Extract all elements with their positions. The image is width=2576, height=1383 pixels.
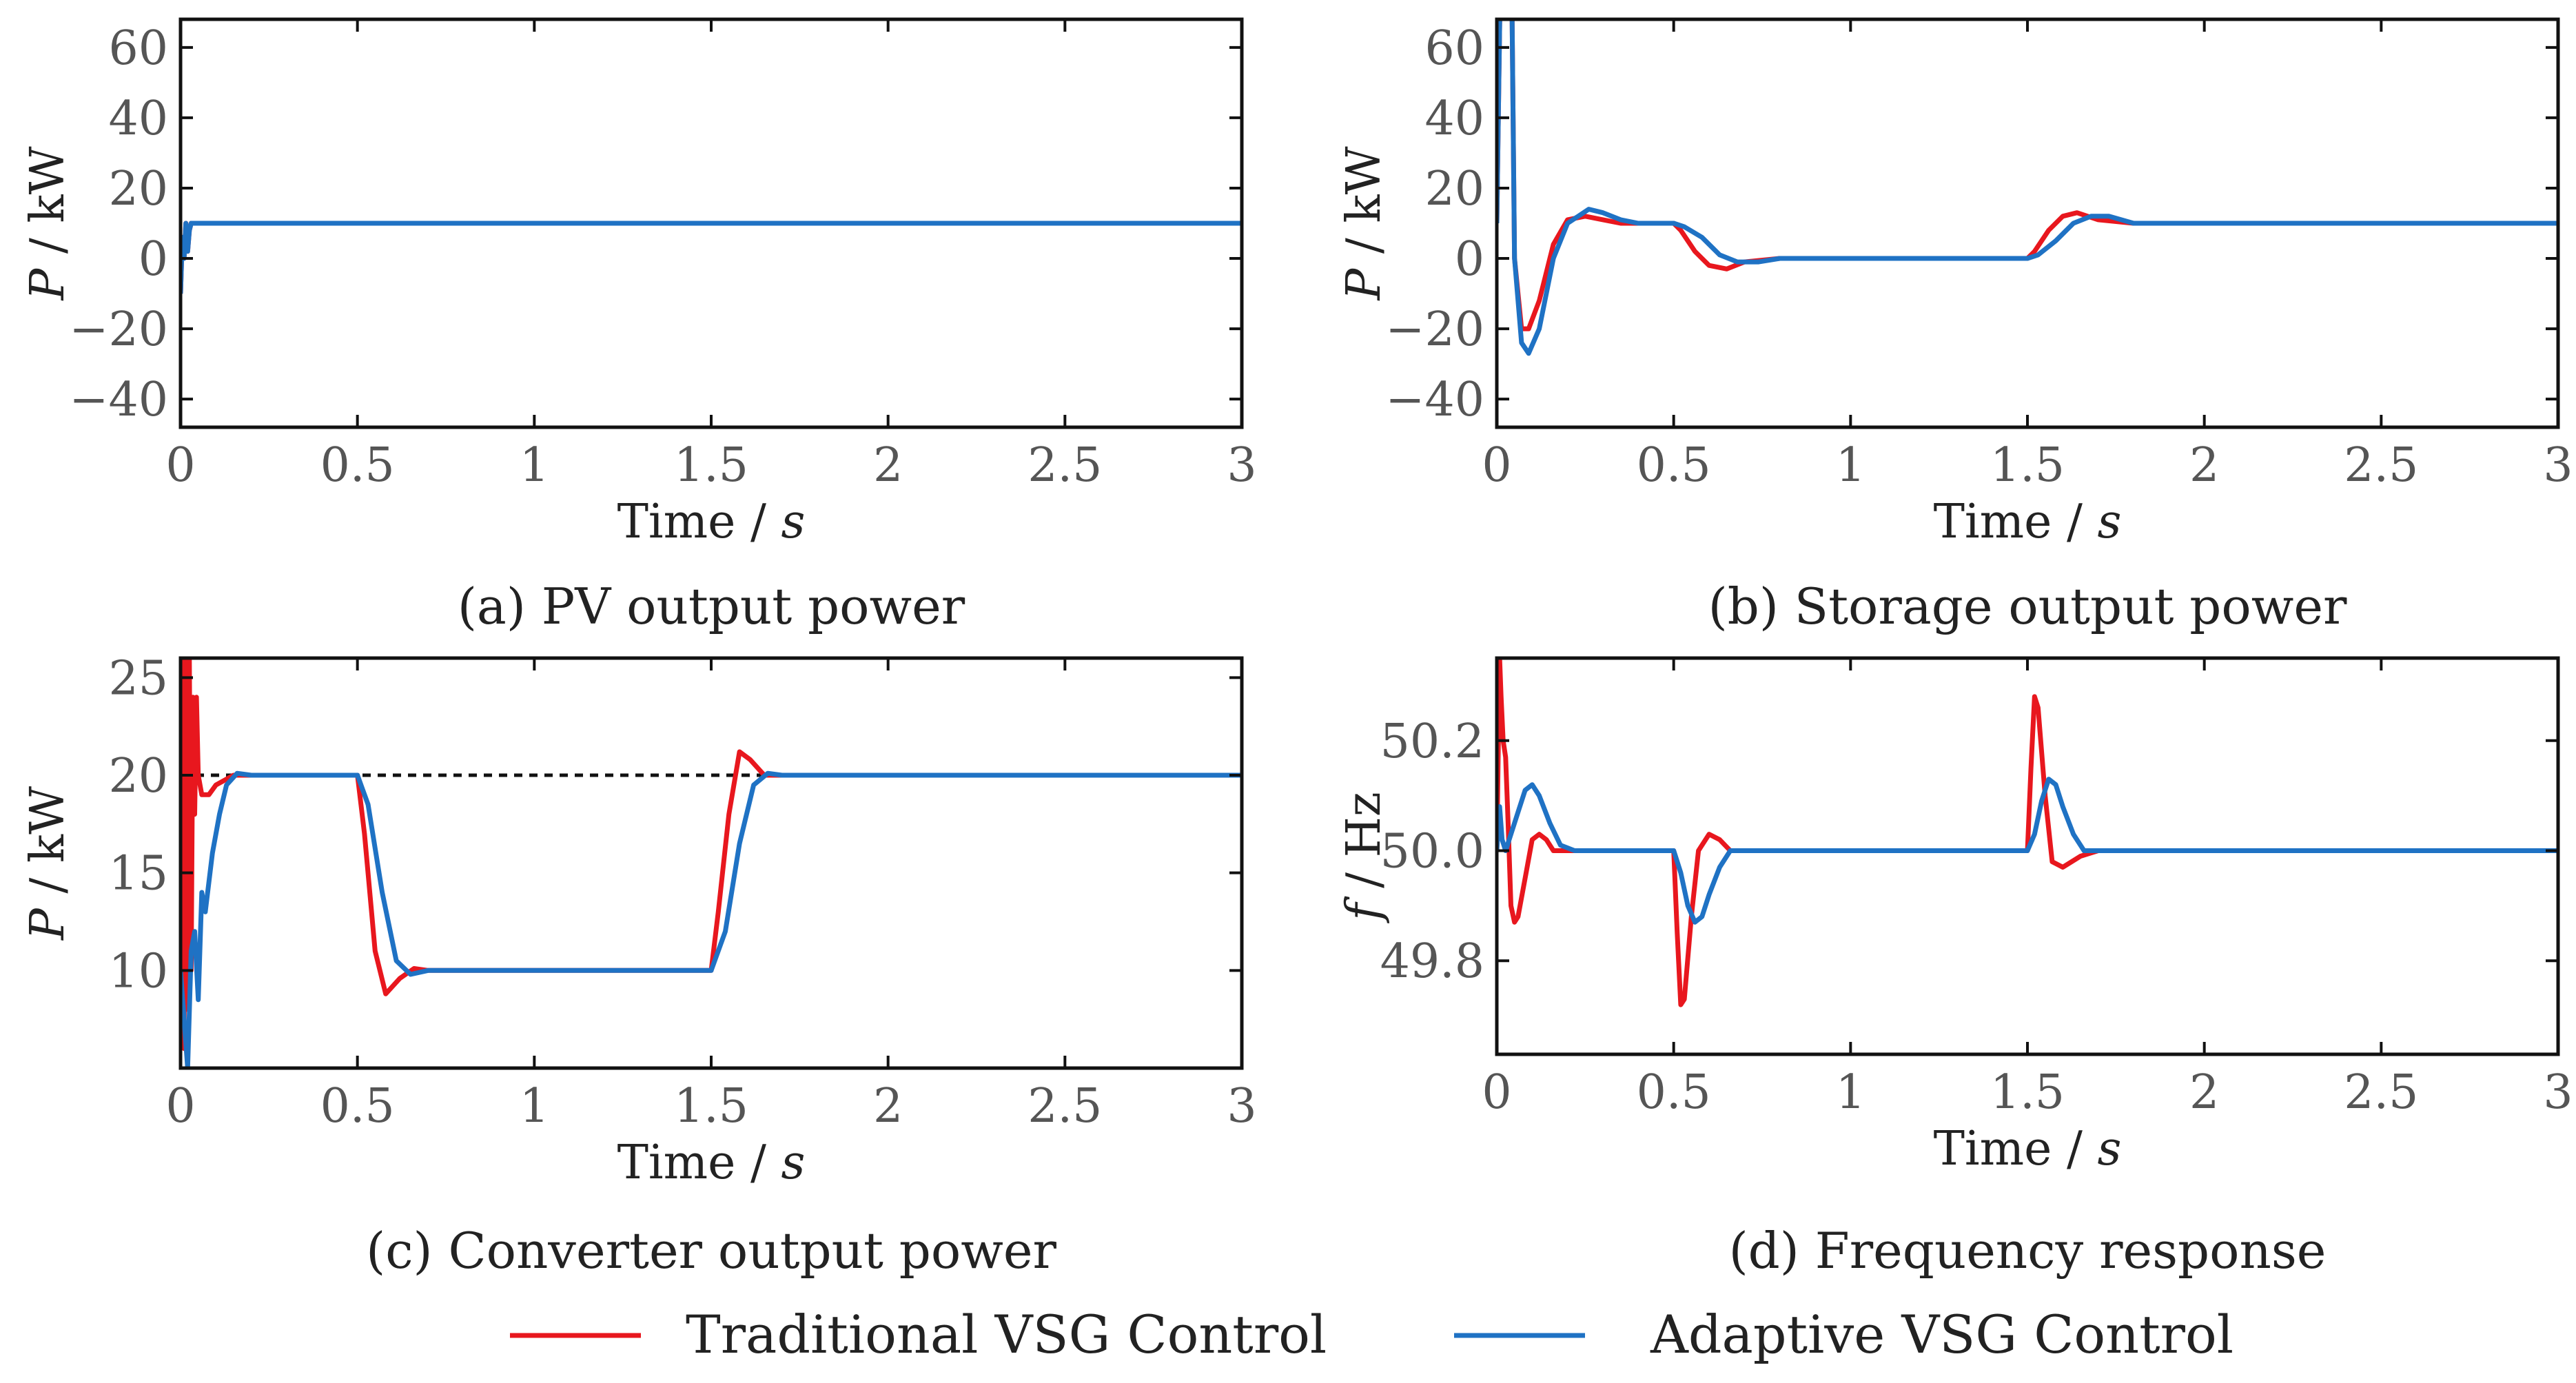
chart-a: 0 0.5 1 1.5 2 2.5 3 60 40 20 0 −20 −40 Time / s P / kW… — [21, 17, 1257, 635]
y-axis-label: P / kW — [1337, 146, 1391, 301]
x-tick-label: 2.5 — [2344, 1065, 2418, 1120]
y-tick-label: 40 — [108, 92, 168, 146]
y-tick-label: 40 — [1424, 92, 1484, 146]
plot-frame — [178, 656, 1244, 1070]
y-tick-label: 10 — [108, 944, 168, 998]
y-tick-label: 50.2 — [1380, 715, 1484, 769]
y-tick-label: −40 — [69, 373, 168, 427]
x-axis-label: Time / s — [1934, 1122, 2122, 1176]
y-axis-label: P / kW — [21, 146, 75, 301]
chart-caption: (b) Storage output power — [1708, 577, 2347, 635]
x-tick-label: 0 — [165, 1079, 195, 1134]
x-tick-label: 2 — [873, 438, 903, 493]
x-tick-label: 0.5 — [1637, 438, 1711, 493]
series-line-traditional — [1497, 19, 2558, 331]
x-tick-label: 0.5 — [1637, 1065, 1711, 1120]
y-tick-label: 20 — [1424, 162, 1484, 216]
x-tick-label: 3 — [2543, 438, 2573, 493]
series-line-traditional — [181, 658, 1242, 1052]
x-tick-label: 2.5 — [1028, 438, 1102, 493]
x-tick-label: 1.5 — [674, 438, 748, 493]
y-tick-label: 49.8 — [1380, 934, 1484, 989]
x-tick-label: 1.5 — [1990, 438, 2065, 493]
y-tick-label: 20 — [108, 162, 168, 216]
legend-label-adaptive: Adaptive VSG Control — [1650, 1304, 2233, 1365]
x-tick-label: 3 — [2543, 1065, 2573, 1120]
y-tick-label: 20 — [108, 749, 168, 803]
y-tick-label: 25 — [108, 651, 168, 706]
plot-frame — [1495, 656, 2560, 1056]
x-tick-label: 1.5 — [1990, 1065, 2065, 1120]
series-line-adaptive — [1497, 19, 2558, 356]
y-tick-label: −20 — [1385, 303, 1484, 357]
x-tick-label: 1 — [520, 438, 549, 493]
x-tick-label: 1 — [1836, 438, 1865, 493]
x-tick-label: 0.5 — [320, 438, 395, 493]
y-tick-label: 0 — [1455, 232, 1484, 287]
y-tick-label: 60 — [108, 21, 168, 76]
y-tick-label: 0 — [139, 232, 168, 287]
x-tick-label: 0.5 — [320, 1079, 395, 1134]
x-tick-label: 0 — [1482, 438, 1511, 493]
series-line-traditional — [181, 221, 1242, 294]
x-tick-label: 1 — [1836, 1065, 1865, 1120]
series-line-adaptive — [1497, 777, 2558, 925]
chart-caption: (d) Frequency response — [1729, 1222, 2327, 1280]
y-axis-label: P / kW — [21, 786, 75, 941]
chart-d: 0 0.5 1 1.5 2 2.5 3 50.2 50.0 49.8 Time / s f / Hz (… — [1337, 656, 2573, 1280]
x-tick-label: 3 — [1227, 438, 1256, 493]
legend: Traditional VSG Control Adaptive VSG Con… — [510, 1304, 2233, 1365]
x-axis-label: Time / s — [1934, 495, 2122, 549]
chart-c: 0 0.5 1 1.5 2 2.5 3 25 20 15 10 Time / s P / kW (c) C… — [21, 651, 1257, 1280]
x-tick-label: 2 — [2189, 1065, 2219, 1120]
x-axis-label: Time / s — [617, 1136, 806, 1190]
x-tick-label: 1.5 — [674, 1079, 748, 1134]
legend-label-traditional: Traditional VSG Control — [686, 1304, 1327, 1365]
series-line-traditional — [1497, 658, 2558, 1007]
x-tick-label: 0 — [1482, 1065, 1511, 1120]
x-tick-label: 1 — [520, 1079, 549, 1134]
y-tick-label: 50.0 — [1380, 825, 1484, 879]
y-tick-label: −20 — [69, 303, 168, 357]
series-line-adaptive — [181, 221, 1242, 294]
x-axis-label: Time / s — [617, 495, 806, 549]
y-tick-label: −40 — [1385, 373, 1484, 427]
y-tick-label: 60 — [1424, 21, 1484, 76]
chart-caption: (a) PV output power — [458, 577, 965, 635]
chart-caption: (c) Converter output power — [366, 1222, 1056, 1280]
x-tick-label: 2.5 — [2344, 438, 2418, 493]
x-tick-label: 2.5 — [1028, 1079, 1102, 1134]
series-line-adaptive — [181, 770, 1242, 1068]
x-tick-label: 0 — [165, 438, 195, 493]
y-axis-label: f / Hz — [1337, 792, 1391, 923]
y-tick-label: 15 — [108, 847, 168, 901]
x-tick-label: 2 — [873, 1079, 903, 1134]
x-tick-label: 2 — [2189, 438, 2219, 493]
x-tick-label: 3 — [1227, 1079, 1256, 1134]
chart-b: 0 0.5 1 1.5 2 2.5 3 60 40 20 0 −20 −40 Time / s P / kW… — [1337, 17, 2573, 635]
